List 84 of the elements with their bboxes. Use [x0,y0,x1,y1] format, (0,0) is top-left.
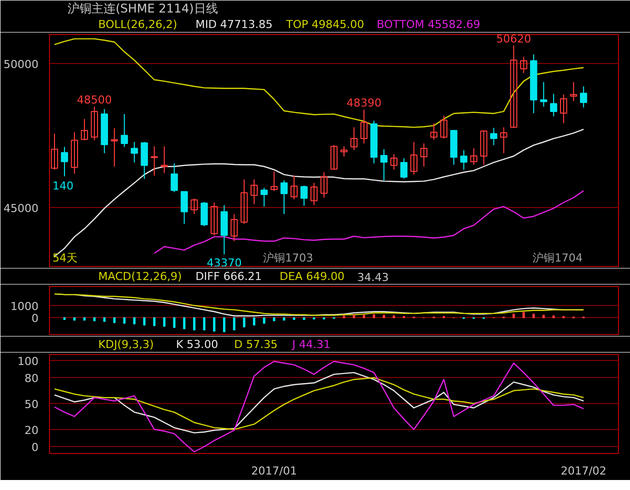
candlestick [500,126,508,154]
text: BOTTOM 45582.69 [376,18,480,31]
candlestick [400,158,408,180]
candlestick [150,146,158,176]
candlestick [360,109,368,144]
annotation: 48390 [346,96,382,110]
candlestick [510,44,518,128]
candlestick [350,126,358,151]
candlestick [50,133,58,170]
candlestick [130,142,138,163]
candlestick [140,142,148,180]
text: D 57.35 [234,338,278,351]
candlestick [340,146,348,158]
candlestick [160,146,168,174]
candlestick [490,127,498,146]
y-tick-label: 100 [18,355,39,368]
candlestick [570,82,578,102]
annotation: 54天 [52,252,78,264]
text: 34.43 [357,271,389,284]
candlestick [540,82,548,108]
candlestick [240,178,248,224]
candlestick [550,93,558,117]
candlestick [290,174,298,200]
candlestick [70,132,78,174]
candlestick [60,146,68,177]
candlestick [200,201,208,227]
text: DIFF 666.21 [195,270,262,283]
candlestick [120,114,128,148]
y-tick-label: 0 [32,312,38,326]
annotation: 140 [52,180,74,192]
candlestick [260,187,268,208]
legend-title: MACD(12,26,9) [98,270,182,283]
annotation: 沪铜1703 [263,252,314,264]
y-tick-label: 50000 [4,58,39,71]
y-tick-label: 80 [24,372,39,386]
candlestick [90,106,98,141]
candlestick [320,172,328,198]
candlestick [170,162,178,193]
candlestick [180,191,188,224]
candlestick [230,214,238,242]
candlestick [560,94,568,124]
candlestick [270,170,278,192]
candlestick [220,204,228,255]
x-tick-label: 2017/01 [251,464,297,478]
candlestick [410,142,418,176]
x-tick-label: 2017/02 [560,464,606,478]
legend-title: KDJ(9,3,3) [98,338,154,351]
chart-title: 沪铜主连(SHME 2114)日线 [68,2,218,16]
candlestick [380,148,388,181]
text: TOP 49845.00 [285,18,364,31]
y-tick-label: 50 [24,398,39,412]
candlestick [300,185,308,206]
candlestick [330,144,338,170]
candlestick [110,128,118,167]
y-tick-label: 45000 [4,202,39,215]
y-tick-label: 1000 [10,300,39,314]
series-label: J 44.31 [291,338,331,351]
line-series [154,190,584,254]
candlestick [520,56,528,74]
text: MID 47713.85 [195,18,273,31]
candlestick [580,86,588,108]
candlestick [420,142,428,167]
candlestick [440,115,448,140]
candlestick [480,130,488,166]
candlestick [80,118,88,141]
text: K 53.00 [176,338,218,351]
candlestick [250,178,258,205]
annotation: 48500 [76,94,112,107]
candlestick [460,150,468,170]
candlestick [430,122,438,140]
y-tick-label: 20 [24,424,39,437]
annotation: 沪铜1704 [532,252,583,264]
annotation: 43370 [206,256,242,270]
candlestick [310,182,318,206]
text: DEA 649.00 [280,270,345,283]
candlestick [280,180,288,215]
y-tick-label: 0 [32,441,38,454]
annotation: 50620 [496,32,532,46]
candlestick [190,198,198,215]
candlestick [210,202,218,236]
candlestick [390,154,398,170]
line-series [54,360,584,452]
legend-title: BOLL(26,26,2) [98,18,178,31]
candlestick [470,148,478,166]
